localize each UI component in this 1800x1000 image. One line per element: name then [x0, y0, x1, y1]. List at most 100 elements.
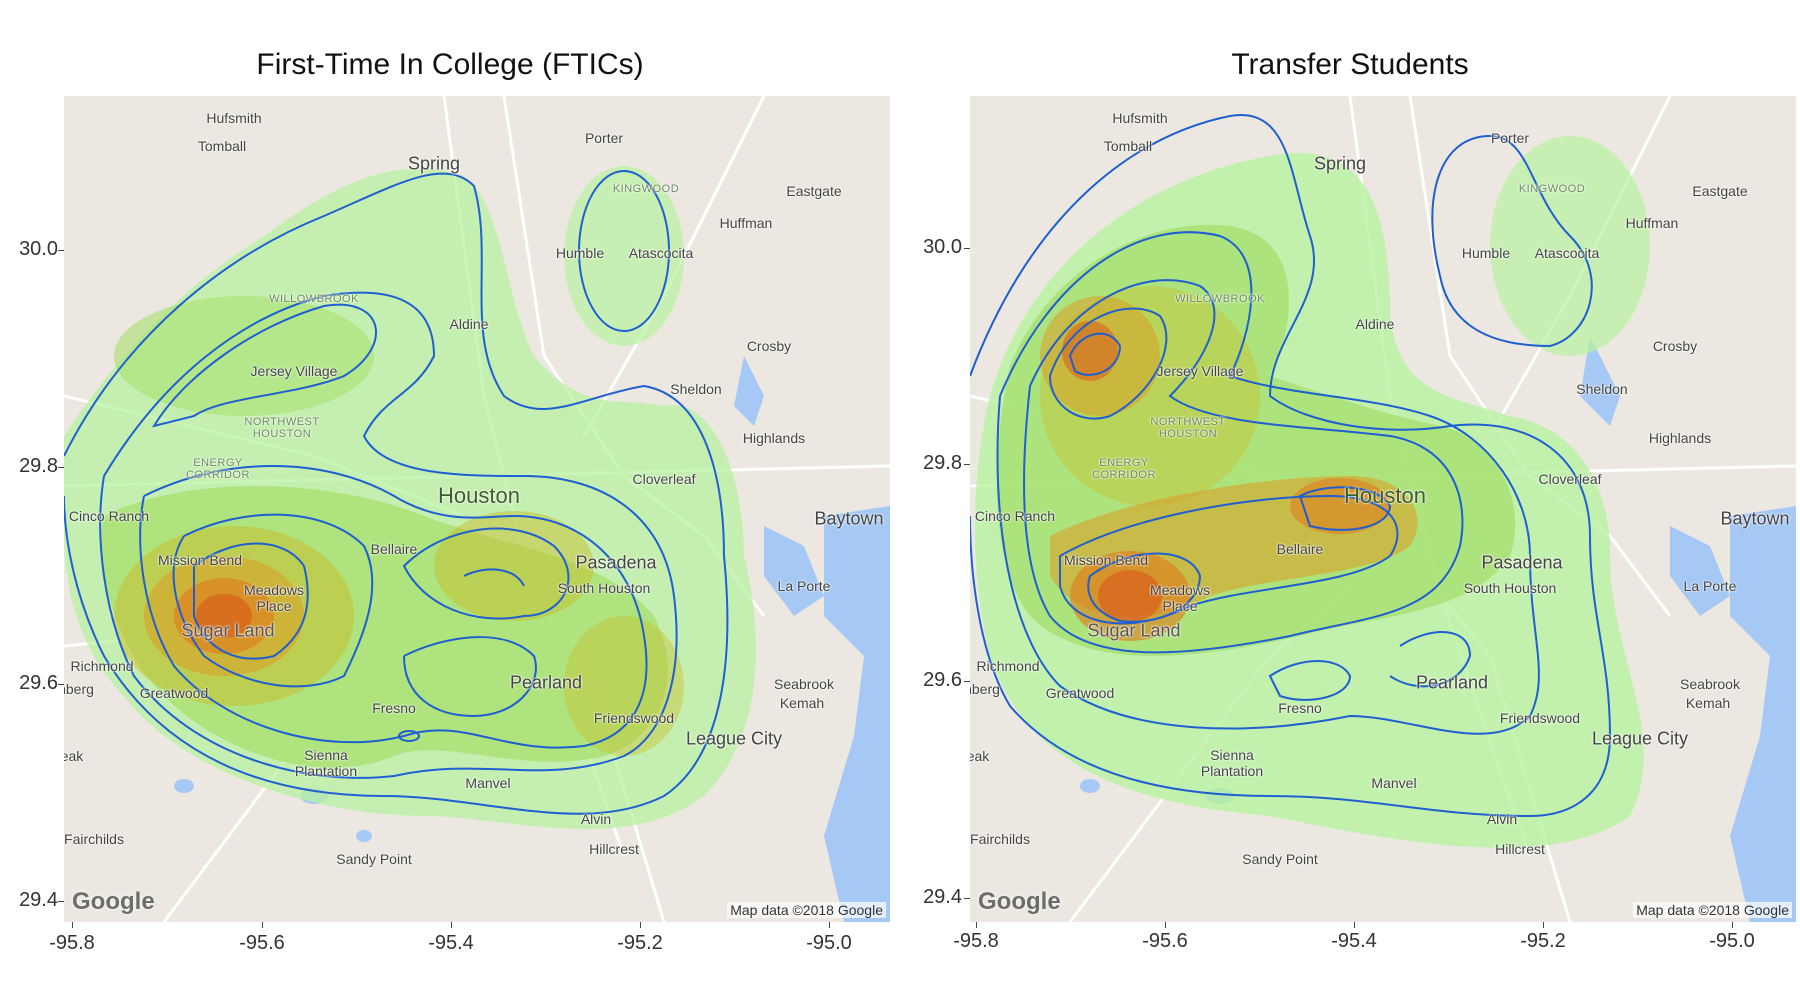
place-seabrook: Seabrook — [774, 676, 834, 692]
place-richmond: Richmond — [976, 658, 1040, 674]
density-contours — [970, 114, 1612, 818]
place-friendswood: Friendswood — [593, 710, 675, 726]
y-tick-mark — [58, 250, 64, 251]
place-spring: Spring — [1313, 153, 1367, 174]
place-sheldon: Sheldon — [670, 381, 722, 397]
x-tick-mark — [640, 922, 641, 928]
y-tick-mark — [58, 467, 64, 468]
place-bellaire: Bellaire — [370, 541, 418, 557]
place-hillcrest: Hillcrest — [1495, 841, 1545, 857]
place-willowbrook: WILLOWBROOK — [269, 293, 359, 305]
place-cloverleaf: Cloverleaf — [632, 471, 696, 487]
place-pasadena: Pasadena — [1481, 552, 1563, 573]
place-mission-bend: Mission Bend — [1063, 552, 1149, 568]
place-spring: Spring — [407, 153, 461, 174]
place-hillcrest: Hillcrest — [589, 841, 639, 857]
place-jersey-village: Jersey Village — [1156, 363, 1244, 379]
y-tick-label: 29.6 — [19, 672, 58, 694]
place-eastgate: Eastgate — [1692, 183, 1748, 199]
place-energy-corridor: ENERGY CORRIDOR — [186, 457, 250, 481]
place-willowbrook: WILLOWBROOK — [1175, 293, 1265, 305]
place-tomball: Tomball — [1103, 138, 1153, 154]
place-eastgate: Eastgate — [786, 183, 842, 199]
x-tick-label: -95.4 — [1331, 930, 1377, 952]
place-pearland: Pearland — [509, 672, 583, 693]
place-energy-corridor: ENERGY CORRIDOR — [1092, 457, 1156, 481]
y-tick-mark — [58, 901, 64, 902]
x-tick-mark — [1543, 922, 1544, 928]
x-tick-mark — [1165, 922, 1166, 928]
place-south-houston: South Houston — [557, 580, 651, 596]
place-friendswood: Friendswood — [1499, 710, 1581, 726]
place-manvel: Manvel — [1371, 775, 1417, 791]
place-atascocita: Atascocita — [628, 245, 694, 261]
place-cinco-ranch: Cinco Ranch — [68, 508, 150, 524]
x-tick-mark — [1354, 922, 1355, 928]
place-sheldon: Sheldon — [1576, 381, 1628, 397]
place-eak: eak — [64, 748, 84, 764]
panel-ftic: First-Time In College (FTICs) — [19, 48, 890, 954]
place-alvin: Alvin — [580, 811, 612, 827]
x-tick-label: -95.8 — [49, 932, 95, 954]
place-crosby: Crosby — [1652, 338, 1698, 354]
place-hufsmith: Hufsmith — [206, 110, 262, 126]
y-tick-label: 29.4 — [19, 889, 58, 911]
place-huffman: Huffman — [719, 215, 773, 231]
place-la-porte: La Porte — [1683, 578, 1737, 594]
place-baytown: Baytown — [1720, 508, 1790, 529]
place-mission-bend: Mission Bend — [157, 552, 243, 568]
y-tick-mark — [964, 681, 970, 682]
place-fresno: Fresno — [372, 700, 416, 716]
place-bellaire: Bellaire — [1276, 541, 1324, 557]
x-tick-mark — [1732, 922, 1733, 928]
panel-title: First-Time In College (FTICs) — [256, 48, 644, 81]
place-sugar-land: Sugar Land — [181, 620, 275, 641]
place-huffman: Huffman — [1625, 215, 1679, 231]
x-tick-label: -95.6 — [1142, 930, 1188, 952]
x-tick-mark — [262, 922, 263, 928]
place-manvel: Manvel — [465, 775, 511, 791]
place-pearland: Pearland — [1415, 672, 1489, 693]
place-fresno: Fresno — [1278, 700, 1322, 716]
place-kemah: Kemah — [779, 695, 825, 711]
y-tick-mark — [964, 248, 970, 249]
place-richmond: Richmond — [70, 658, 134, 674]
map-attribution: Map data ©2018 Google — [727, 902, 886, 918]
map-ftic[interactable]: Hufsmith Tomball Porter Spring KINGWOOD … — [64, 96, 890, 922]
place-houston: Houston — [438, 483, 520, 508]
y-tick-label: 29.4 — [923, 886, 962, 908]
map-transfer[interactable]: Hufsmith Tomball Porter Spring KINGWOOD … — [970, 96, 1796, 922]
place-fairchilds: Fairchilds — [970, 831, 1030, 847]
place-humble: Humble — [1461, 245, 1511, 261]
place-hufsmith: Hufsmith — [1112, 110, 1168, 126]
map-canvas — [64, 96, 890, 922]
place-sugar-land: Sugar Land — [1087, 620, 1181, 641]
map-canvas — [970, 96, 1796, 922]
panel-title: Transfer Students — [1231, 48, 1469, 81]
place-baytown: Baytown — [814, 508, 884, 529]
y-tick-label: 29.6 — [923, 669, 962, 691]
place-kingwood: KINGWOOD — [612, 183, 680, 195]
map-attribution: Map data ©2018 Google — [1633, 902, 1792, 918]
x-tick-mark — [829, 922, 830, 928]
place-kingwood: KINGWOOD — [1518, 183, 1586, 195]
place-greatwood: Greatwood — [139, 685, 209, 701]
density-contours — [64, 170, 729, 815]
x-tick-label: -95.0 — [806, 932, 852, 954]
place-jersey-village: Jersey Village — [250, 363, 338, 379]
place-fairchilds: Fairchilds — [64, 831, 124, 847]
y-tick-label: 29.8 — [923, 452, 962, 474]
place-sandy-point: Sandy Point — [1242, 851, 1318, 867]
x-tick-mark — [72, 922, 73, 928]
place-league-city: League City — [685, 728, 783, 749]
place-meadows-place: Meadows Place — [244, 582, 304, 614]
place-northwest-houston: NORTHWEST HOUSTON — [244, 416, 320, 440]
place-rosenberg: nberg — [64, 681, 94, 697]
google-logo: Google — [72, 888, 155, 915]
place-sienna: Sienna Plantation — [1200, 747, 1264, 779]
y-tick-label: 30.0 — [923, 236, 962, 258]
place-houston: Houston — [1344, 483, 1426, 508]
x-tick-label: -95.6 — [239, 932, 285, 954]
place-porter: Porter — [584, 130, 624, 146]
y-tick-mark — [964, 898, 970, 899]
